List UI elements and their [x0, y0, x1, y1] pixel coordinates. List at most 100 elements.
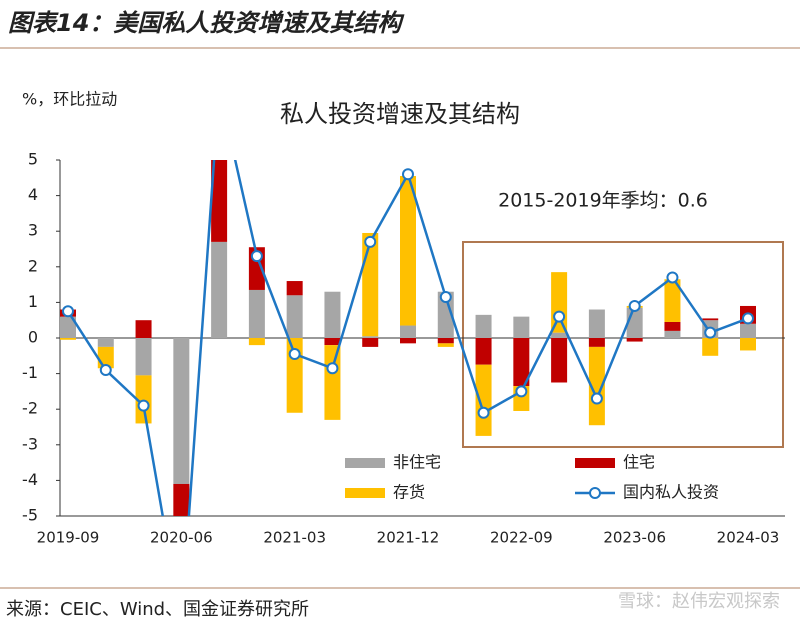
line-point — [402, 168, 414, 181]
bar — [135, 338, 152, 376]
legend-label: 存货 — [393, 483, 425, 502]
line-point — [477, 406, 490, 419]
line-point — [250, 250, 263, 263]
bar — [513, 338, 530, 387]
bar — [211, 99, 227, 152]
chart-title: 私人投资增速及其结构 — [280, 100, 520, 128]
y-axis-label: %，环比拉动 — [22, 90, 117, 109]
bar — [248, 289, 265, 338]
x-tick-label: 2019-09 — [37, 529, 100, 547]
y-tick-label: -2 — [22, 399, 38, 418]
line-point — [364, 235, 377, 248]
bar — [551, 272, 568, 333]
legend-label: 非住宅 — [393, 453, 441, 472]
legend-swatch — [345, 458, 385, 468]
bar — [211, 241, 228, 338]
bar — [740, 323, 756, 338]
bar — [173, 483, 190, 516]
bar — [513, 316, 530, 338]
annotation: 2015-2019年季均：0.6 — [498, 190, 708, 212]
bar — [362, 336, 379, 338]
bar — [664, 279, 681, 322]
legend-swatch — [575, 458, 615, 468]
bar — [324, 338, 341, 346]
bar — [362, 338, 379, 347]
line-point — [590, 392, 603, 405]
line-point — [62, 305, 74, 318]
x-tick-label: 2024-03 — [717, 529, 780, 547]
bar — [97, 338, 114, 347]
line-point — [628, 299, 641, 312]
line-point — [326, 362, 339, 375]
bar — [588, 338, 605, 347]
highlight-box — [462, 241, 784, 448]
bar — [400, 176, 416, 326]
legend-label: 国内私人投资 — [623, 483, 719, 502]
bar — [135, 320, 152, 338]
bar — [400, 338, 416, 344]
bar — [551, 338, 568, 383]
line-point — [515, 385, 528, 398]
bar — [211, 160, 228, 242]
x-tick-label: 2021-12 — [377, 529, 440, 547]
watermark: 雪球：赵伟宏观探索 — [618, 591, 780, 612]
y-tick-label: 4 — [28, 185, 38, 204]
line-point — [288, 348, 301, 361]
bar — [324, 291, 341, 338]
bar — [740, 338, 756, 351]
bar — [135, 375, 152, 424]
bar — [437, 343, 454, 347]
x-tick-label: 2022-09 — [490, 529, 553, 547]
line-point — [704, 326, 717, 339]
line-point — [137, 399, 150, 412]
bar — [60, 338, 76, 340]
line-point — [742, 312, 754, 325]
source: 来源：CEIC、Wind、国金证券研究所 — [6, 599, 309, 620]
bar — [664, 321, 681, 331]
y-tick-label: 2 — [28, 256, 38, 275]
y-tick-label: 1 — [28, 292, 38, 311]
bar — [286, 281, 303, 296]
y-tick-label: -4 — [22, 470, 38, 489]
line-point — [553, 310, 566, 323]
x-tick-label: 2020-06 — [150, 529, 213, 547]
bar — [664, 330, 681, 338]
y-tick-label: -3 — [22, 434, 38, 453]
line-point — [666, 271, 679, 284]
plot-area — [60, 84, 756, 608]
bar — [173, 338, 190, 484]
bar — [702, 338, 719, 356]
y-tick-label: 3 — [28, 221, 38, 240]
legend-swatch — [345, 488, 385, 498]
x-tick-label: 2023-06 — [603, 529, 666, 547]
line-point — [439, 291, 452, 304]
bar — [588, 346, 605, 426]
bar — [702, 318, 719, 321]
bar — [588, 309, 605, 338]
bar — [475, 338, 492, 365]
y-tick-label: -1 — [22, 363, 38, 382]
legend-label: 住宅 — [623, 453, 655, 472]
legend-marker — [589, 487, 601, 499]
bar — [362, 232, 379, 337]
bar — [324, 345, 341, 420]
y-tick-label: 5 — [28, 150, 38, 169]
bar — [400, 325, 416, 338]
bar — [173, 537, 189, 608]
bar — [437, 338, 454, 344]
bar — [475, 364, 492, 436]
x-tick-label: 2021-03 — [263, 529, 326, 547]
bar — [551, 332, 568, 338]
bar — [286, 295, 303, 338]
header-title: 图表14：美国私人投资增速及其结构 — [8, 9, 405, 37]
bar — [60, 316, 76, 338]
bar — [626, 338, 643, 342]
bar — [475, 314, 492, 338]
y-tick-label: -5 — [22, 506, 38, 525]
line-point — [214, 84, 224, 94]
bar — [437, 291, 454, 338]
y-tick-label: 0 — [28, 328, 38, 347]
bar — [248, 338, 265, 346]
line-point — [99, 364, 112, 377]
